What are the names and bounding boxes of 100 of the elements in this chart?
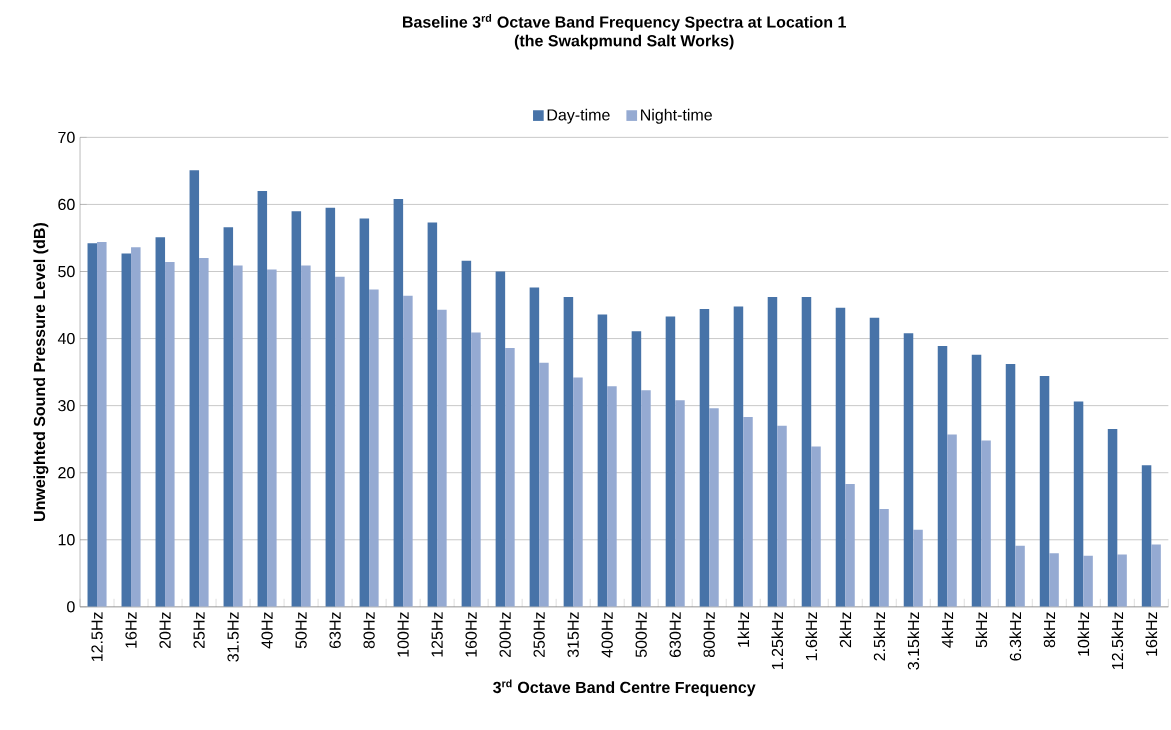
bar — [335, 277, 345, 608]
y-tick-label: 30 — [58, 400, 75, 412]
x-tick-label: 63Hz — [329, 612, 341, 649]
x-tick-label: 315Hz — [567, 612, 579, 658]
bar — [1073, 401, 1084, 608]
bar — [301, 265, 311, 608]
bar — [1015, 546, 1025, 608]
x-tick-label: 10kHz — [1077, 612, 1090, 656]
bar — [1107, 429, 1118, 608]
bar — [699, 309, 710, 608]
x-tick-label: 25Hz — [193, 612, 205, 649]
bar — [1039, 376, 1050, 608]
bar — [811, 446, 821, 608]
bar — [403, 295, 413, 608]
bar — [665, 316, 676, 608]
bar — [767, 297, 778, 608]
x-tick-label: 50Hz — [295, 612, 307, 649]
x-tick-label: 12.5kHz — [1111, 612, 1124, 670]
bar — [359, 218, 370, 608]
bar — [607, 386, 617, 608]
x-tick-label: 20Hz — [159, 612, 171, 649]
bar — [471, 332, 481, 608]
bar — [835, 307, 846, 608]
x-tick-label: 1.25kHz — [771, 612, 784, 670]
x-tick-label: 12.5Hz — [91, 612, 103, 662]
bar — [597, 314, 608, 608]
bar — [495, 271, 506, 608]
x-tick-label: 5kHz — [975, 612, 988, 648]
bar — [947, 434, 957, 608]
chart-subtitle: (the Swakpmund Salt Works) — [514, 34, 734, 50]
x-tick-label: 400Hz — [601, 612, 613, 658]
x-tick-label: 630Hz — [669, 612, 681, 658]
bar — [1005, 364, 1016, 608]
bar — [913, 529, 923, 608]
bar — [1049, 553, 1059, 608]
bar — [903, 333, 914, 608]
bar — [87, 243, 98, 608]
chart-title: Baseline 3$^{rd}$ Octave Band Frequency Spectra at Location 1 — [403, 14, 846, 32]
y-tick-label: 60 — [58, 199, 75, 211]
y-tick-label: 70 — [58, 131, 75, 144]
x-tick-label: 160Hz — [465, 612, 477, 657]
bar — [971, 354, 982, 608]
bar — [505, 348, 515, 608]
x-tick-label: 16Hz — [125, 612, 137, 648]
bar — [1117, 554, 1127, 608]
bar — [199, 258, 209, 608]
bar — [437, 309, 447, 608]
bar — [529, 287, 540, 608]
bar — [1151, 544, 1161, 608]
x-tick-label: 4kHz — [941, 612, 954, 648]
bar — [641, 390, 651, 608]
x-tick-label: 2kHz — [839, 612, 852, 648]
bar — [869, 318, 880, 608]
bar — [121, 253, 132, 608]
bar — [1141, 465, 1152, 608]
bar — [573, 377, 583, 608]
x-tick-label: 80Hz — [363, 612, 375, 649]
bar — [879, 509, 889, 608]
bar — [539, 362, 549, 608]
bar — [461, 261, 472, 608]
x-tick-label: 250Hz — [533, 612, 545, 658]
y-tick-label: 0 — [67, 601, 75, 613]
x-tick-label: 1kHz — [737, 612, 750, 648]
y-tick-label: 50 — [58, 266, 75, 278]
x-tick-label: 100Hz — [397, 612, 409, 657]
x-tick-label: 500Hz — [635, 612, 647, 658]
x-tick-label: 31.5Hz — [227, 612, 239, 662]
legend-label: Day-time — [547, 109, 610, 124]
bar — [427, 222, 438, 608]
bar — [233, 265, 243, 608]
y-axis-title: Unweighted Sound Pressure Level (dB) — [33, 223, 49, 522]
bar — [675, 400, 685, 608]
y-tick-label: 40 — [57, 333, 75, 345]
bar — [777, 425, 787, 608]
bar — [165, 262, 175, 608]
bar — [257, 191, 268, 608]
bar — [1083, 556, 1093, 608]
bar — [369, 289, 379, 608]
bar — [291, 211, 302, 608]
bar — [393, 199, 404, 608]
x-tick-label: 2.5kHz — [873, 612, 886, 661]
bar — [631, 331, 642, 608]
y-tick-label: 20 — [58, 467, 75, 479]
x-tick-label: 3.15kHz — [907, 612, 920, 670]
x-tick-label: 1.6kHz — [805, 612, 818, 661]
x-tick-label: 125Hz — [431, 612, 443, 657]
bar — [743, 417, 753, 608]
bar — [325, 208, 336, 608]
bar — [131, 247, 141, 608]
bar — [563, 297, 574, 608]
bar — [97, 242, 107, 608]
x-tick-label: 16kHz — [1145, 612, 1158, 656]
bar — [189, 170, 200, 608]
x-tick-label: 40Hz — [261, 612, 273, 649]
bar — [155, 237, 166, 608]
bar — [223, 227, 234, 608]
legend-label: Night-time — [641, 109, 712, 124]
bar — [733, 306, 744, 608]
x-axis-title: 3$^{rd}$ Octave Band Centre Frequency — [493, 679, 756, 697]
bar — [845, 484, 855, 608]
